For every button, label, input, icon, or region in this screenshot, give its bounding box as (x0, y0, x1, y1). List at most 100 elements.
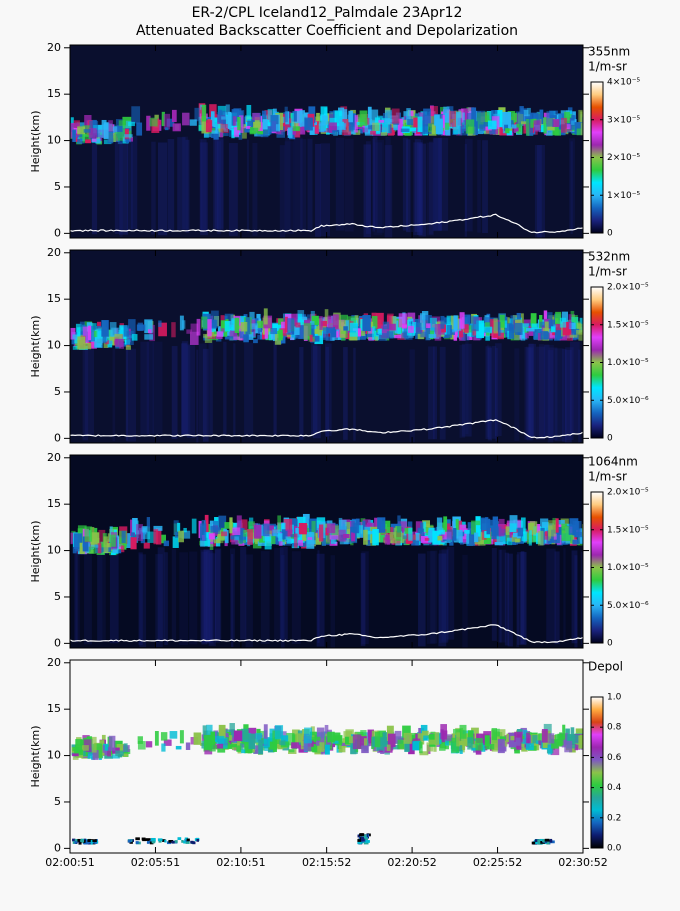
cloud-texture (261, 332, 266, 340)
signal-streak (554, 551, 560, 645)
cloud-texture (464, 110, 468, 125)
depol-texture (239, 743, 244, 750)
depol-texture (571, 747, 578, 751)
cloud-texture (480, 517, 488, 533)
cloud-texture (249, 323, 259, 330)
cloud-texture (369, 109, 379, 127)
cloud-texture (559, 317, 567, 328)
depol-texture (74, 840, 77, 844)
signal-streak (548, 347, 558, 441)
cloud-texture (249, 127, 259, 134)
signal-streak (279, 546, 288, 640)
cloud-texture (181, 530, 191, 539)
y-tick-label: 15 (47, 702, 61, 715)
cloud-texture (301, 126, 306, 133)
cloud-texture (201, 116, 206, 134)
cloud-texture (408, 527, 413, 541)
signal-streak (402, 137, 409, 231)
cloud-texture (100, 541, 105, 548)
depol-texture (255, 732, 263, 743)
signal-streak (316, 553, 325, 647)
colorbar-tick-label: 4×10⁻⁵ (607, 78, 640, 88)
cloud-texture (84, 526, 93, 542)
depol-texture (169, 731, 178, 739)
depol-texture (291, 742, 299, 749)
cloud-texture (486, 319, 495, 328)
cloud-texture (496, 332, 505, 340)
depol-texture (154, 731, 159, 746)
cloud-texture (382, 321, 390, 330)
depol-texture (397, 739, 405, 749)
cloud-texture (484, 322, 490, 330)
cloud-texture (467, 329, 471, 337)
signal-streak (562, 348, 567, 442)
cloud-texture (334, 110, 343, 127)
cloud-texture (367, 542, 376, 546)
y-tick-label: 5 (54, 385, 61, 398)
cloud-texture (320, 106, 328, 120)
signal-streak (438, 553, 447, 647)
cloud-texture (424, 130, 432, 135)
cloud-texture (142, 526, 148, 533)
cloud-texture (242, 529, 251, 537)
signal-streak (82, 347, 89, 441)
depol-texture (547, 839, 553, 843)
cloud-texture (233, 336, 240, 341)
cloud-texture (318, 123, 325, 133)
cloud-texture (395, 526, 402, 541)
depol-texture (360, 736, 367, 747)
signal-streak (459, 344, 466, 438)
cloud-texture (459, 312, 465, 329)
depol-texture (404, 740, 410, 752)
signal-streak (528, 343, 536, 437)
signal-streak (75, 548, 80, 642)
cloud-texture (338, 519, 347, 535)
signal-streak (228, 143, 238, 236)
cloud-texture (281, 529, 286, 540)
signal-streak (414, 139, 421, 232)
depol-texture (386, 744, 391, 751)
signal-streak (206, 550, 214, 644)
depol-texture (160, 732, 168, 741)
signal-streak (372, 138, 376, 232)
depol-texture (244, 746, 253, 753)
cloud-texture (326, 523, 336, 534)
signal-streak (252, 142, 258, 236)
depol-texture (365, 840, 370, 843)
cloud-texture (530, 119, 534, 128)
depol-texture (72, 838, 76, 842)
cloud-texture (207, 319, 212, 337)
depol-texture (510, 735, 515, 741)
cloud-texture (98, 529, 106, 547)
cloud-texture (532, 120, 541, 132)
cloud-texture (502, 111, 512, 129)
cloud-texture (574, 122, 583, 135)
cloud-texture (384, 109, 393, 125)
depol-texture (444, 734, 453, 742)
cloud-texture (211, 130, 219, 134)
cloud-texture (298, 522, 307, 535)
signal-streak (343, 347, 348, 440)
cloud-texture (111, 126, 120, 134)
cloud-texture (302, 513, 310, 531)
cloud-texture (537, 530, 544, 546)
depol-texture (183, 840, 186, 844)
cloud-texture (353, 130, 361, 135)
cloud-texture (290, 333, 296, 340)
cloud-texture (459, 120, 468, 136)
cloud-texture (298, 540, 303, 546)
depol-texture (559, 732, 563, 747)
cloud-texture (428, 334, 437, 338)
cloud-texture (450, 333, 457, 340)
cloud-texture (72, 346, 79, 350)
signal-streak (217, 138, 224, 232)
cloud-texture (530, 313, 537, 328)
depol-texture (311, 736, 321, 741)
cloud-texture (505, 323, 513, 338)
depol-texture (78, 841, 82, 845)
cloud-texture (572, 521, 582, 536)
colorbar-tick-label: 1.0 (607, 693, 622, 703)
depol-texture (163, 739, 172, 746)
depol-texture (324, 744, 330, 755)
cloud-texture (91, 138, 97, 142)
